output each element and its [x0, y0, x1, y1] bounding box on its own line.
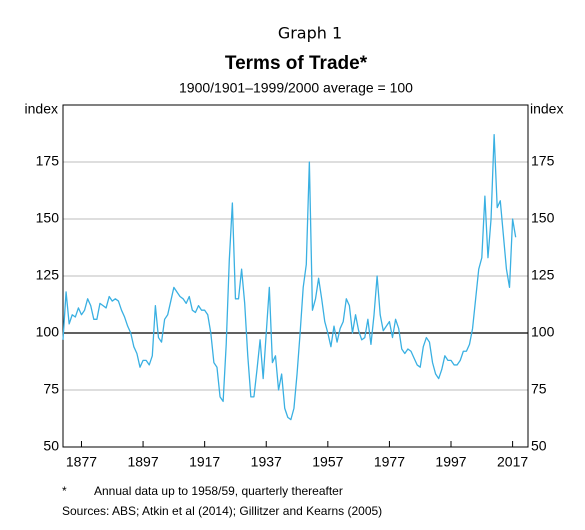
y2-tick-label: 100	[531, 324, 555, 340]
x-tick-label: 1897	[127, 454, 158, 470]
x-tick-label: 1937	[251, 454, 282, 470]
supertitle: Graph 1	[278, 24, 342, 43]
x-tick-label: 2017	[497, 454, 528, 470]
x-tick-label: 1917	[189, 454, 220, 470]
footnote: Annual data up to 1958/59, quarterly the…	[94, 484, 343, 498]
y-tick-label: 75	[43, 381, 59, 397]
subtitle: 1900/1901–1999/2000 average = 100	[179, 80, 413, 96]
y-tick-label: 100	[36, 324, 60, 340]
y-tick-label: 125	[36, 267, 60, 283]
y2-tick-label: 175	[531, 153, 555, 169]
x-tick-label: 1957	[312, 454, 343, 470]
plot-frame	[62, 104, 529, 448]
footnote-mark: *	[62, 484, 67, 498]
x-tick-label: 1977	[374, 454, 405, 470]
y2-tick-label: 50	[531, 438, 547, 454]
y-tick-label: 50	[43, 438, 59, 454]
x-tick-label: 1877	[66, 454, 97, 470]
y-tick-label: 175	[36, 153, 60, 169]
x-tick-label: 1997	[435, 454, 466, 470]
sources: Sources: ABS; Atkin et al (2014); Gillit…	[62, 504, 382, 518]
y2-tick-label: 150	[531, 210, 555, 226]
y-tick-label: 150	[36, 210, 60, 226]
y2-axis-label: index	[530, 101, 563, 117]
y-axis-label: index	[25, 101, 58, 117]
y2-tick-label: 75	[531, 381, 547, 397]
chart-title: Terms of Trade*	[225, 53, 368, 74]
data-line	[62, 133, 517, 421]
y2-tick-label: 125	[531, 267, 555, 283]
